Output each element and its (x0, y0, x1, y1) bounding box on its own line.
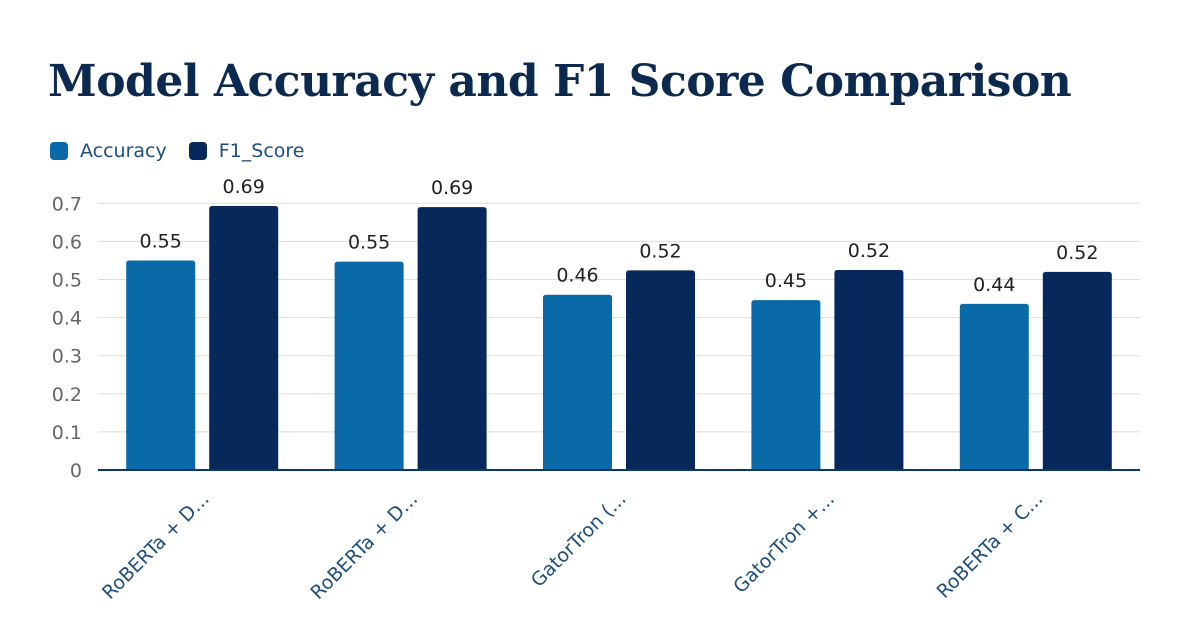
bar-f1-score (626, 270, 695, 470)
chart-title: Model Accuracy and F1 Score Comparison (48, 56, 1072, 107)
data-label: 0.52 (848, 240, 890, 262)
y-tick-label: 0.1 (52, 422, 82, 444)
y-tick-label: 0 (70, 460, 82, 482)
bar-accuracy (543, 294, 612, 470)
data-label: 0.69 (223, 176, 265, 198)
y-tick-label: 0.3 (52, 346, 82, 368)
bar-f1-score (1042, 271, 1112, 470)
bar-accuracy (334, 261, 404, 470)
data-label: 0.52 (1056, 242, 1098, 264)
y-tick-label: 0.2 (52, 384, 82, 406)
data-label: 0.45 (765, 270, 807, 292)
legend: Accuracy F1_Score (50, 140, 326, 162)
bar-f1-score (209, 205, 279, 471)
x-category-label: RoBERTa + D... (98, 488, 214, 604)
bar-accuracy (751, 300, 821, 470)
x-category-label: RoBERTa + D... (306, 488, 422, 604)
bar-accuracy (959, 303, 1029, 470)
x-category-label: GatorTron +... (729, 488, 839, 598)
data-label: 0.55 (348, 232, 390, 254)
bar-f1-score (834, 269, 904, 470)
y-tick-label: 0.5 (52, 270, 82, 292)
y-tick-label: 0.7 (52, 193, 82, 215)
legend-item-accuracy: Accuracy (50, 140, 167, 162)
legend-swatch-accuracy (50, 142, 68, 160)
data-label: 0.52 (639, 240, 681, 262)
legend-label-accuracy: Accuracy (80, 140, 167, 162)
data-label: 0.69 (431, 177, 473, 199)
x-category-label: RoBERTa + C... (933, 488, 1048, 603)
y-tick-label: 0.6 (52, 231, 82, 253)
legend-label-f1-score: F1_Score (218, 140, 305, 162)
bar-f1-score (417, 207, 487, 471)
x-category-label: GatorTron (... (527, 488, 631, 592)
data-label: 0.46 (556, 265, 598, 287)
bar-accuracy (126, 260, 196, 470)
legend-swatch-f1-score (188, 142, 207, 160)
data-label: 0.44 (973, 274, 1015, 296)
y-tick-label: 0.4 (52, 308, 82, 330)
data-label: 0.55 (140, 230, 182, 252)
legend-item-f1-score: F1_Score (188, 140, 305, 162)
